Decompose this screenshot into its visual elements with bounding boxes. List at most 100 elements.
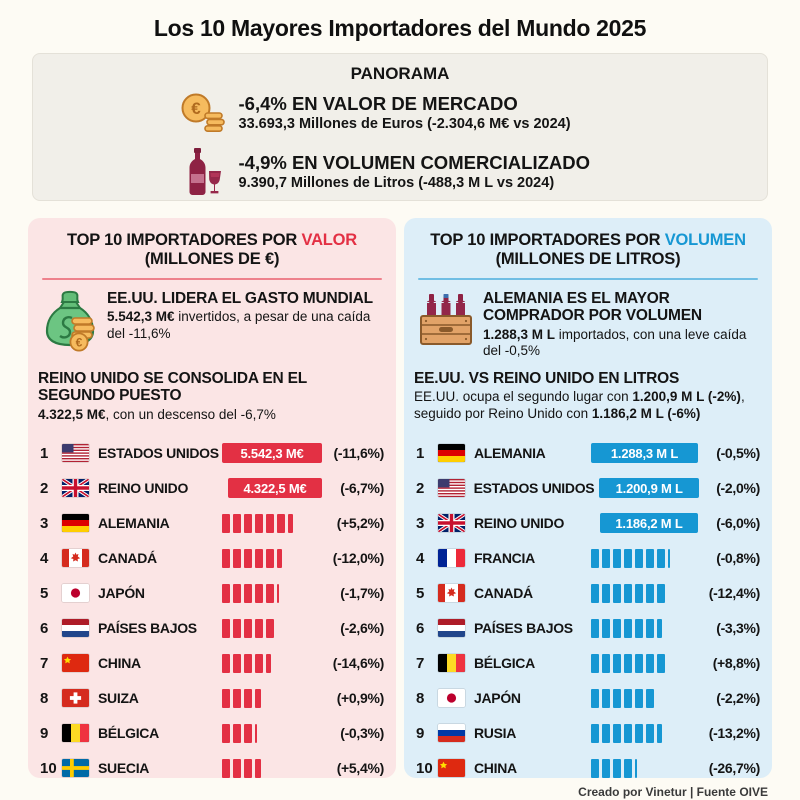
rank-label: 6 (40, 619, 49, 637)
change-label: (-0,5%) (716, 445, 760, 462)
bar-segment (635, 688, 643, 708)
flag-nl-icon (438, 619, 465, 638)
country-label: ALEMANIA (98, 515, 170, 532)
bar-segment (657, 548, 665, 568)
bar-segment (266, 583, 274, 603)
value-bar: 1.186,2 M L (600, 513, 698, 534)
bar-segment (602, 758, 610, 778)
flag-ch-icon (62, 689, 89, 708)
bar-segment (624, 758, 632, 778)
rank-label: 1 (416, 444, 425, 462)
rank-label: 3 (416, 514, 425, 532)
bar-segment (244, 758, 252, 778)
flag-ca-icon (438, 584, 465, 603)
segment-bar (591, 618, 662, 638)
bar-segment-partial (635, 758, 637, 778)
bar-segment (222, 513, 230, 533)
segment-bar (222, 583, 279, 603)
bar-segment (635, 583, 643, 603)
bar-segment-partial (277, 548, 282, 568)
bar-zone (222, 688, 322, 708)
country-label: ESTADOS UNIDOS (98, 445, 219, 462)
bar-segment (233, 688, 241, 708)
value-bar: 1.200,9 M L (599, 478, 700, 499)
rank-label: 2 (416, 479, 425, 497)
bar-segment (624, 618, 632, 638)
bar-segment (646, 653, 654, 673)
bar-segment (602, 688, 610, 708)
country-label: BÉLGICA (474, 655, 535, 672)
bar-segment (591, 688, 599, 708)
bar-segment (244, 653, 252, 673)
change-label: (-3,3%) (716, 620, 760, 637)
bar-zone (222, 583, 322, 603)
table-row: 10 CHINA (-26,7%) (414, 751, 762, 786)
bar-segment (602, 548, 610, 568)
bar-zone (591, 548, 698, 568)
volume-title-accent: VOLUMEN (664, 231, 746, 249)
bar-zone (591, 723, 698, 743)
bar-segment (657, 653, 665, 673)
rank-label: 1 (40, 444, 49, 462)
bar-segment-partial (277, 583, 279, 603)
panels-row: TOP 10 IMPORTADORES POR VALOR (MILLONES … (28, 218, 772, 778)
bar-segment (635, 653, 643, 673)
change-label: (-26,7%) (708, 760, 761, 777)
flag-be-icon (438, 654, 465, 673)
change-label: (+5,2%) (336, 515, 385, 532)
value-lead-1-text: EE.UU. LIDERA EL GASTO MUNDIAL 5.542,3 M… (107, 290, 382, 342)
rank-label: 9 (416, 724, 425, 742)
value-lead-1: € EE.UU. LIDERA EL GASTO MUNDIAL 5.542,3… (42, 290, 382, 366)
bar-segment (244, 618, 252, 638)
change-label: (-11,6%) (333, 445, 384, 462)
bar-segment-partial (288, 513, 293, 533)
bar-segment-partial (657, 723, 662, 743)
bar-zone (222, 758, 322, 778)
country-label: PAÍSES BAJOS (98, 620, 197, 637)
bar-segment (222, 723, 230, 743)
volume-lead-2-title: EE.UU. VS REINO UNIDO EN LITROS (414, 369, 680, 387)
change-label: (+5,4%) (336, 760, 385, 777)
value-bar: 4.322,5 M€ (228, 478, 322, 499)
money-bag-icon: € (42, 290, 98, 352)
panorama-volume-text: -4,9% EN VOLUMEN COMERCIALIZADO 9.390,7 … (239, 153, 591, 191)
bar-segment-partial (255, 758, 261, 778)
bar-segment (602, 618, 610, 638)
bar-segment (222, 618, 230, 638)
rank-label: 10 (416, 759, 433, 777)
country-label: SUECIA (98, 760, 150, 777)
change-label: (-1,7%) (340, 585, 384, 602)
bar-segment (635, 618, 643, 638)
bar-zone: 1.200,9 M L (594, 478, 700, 499)
wine-crate-icon (418, 290, 474, 348)
table-row: 9 BÉLGICA (-0,3%) (38, 716, 386, 751)
table-row: 1 ALEMANIA 1.288,3 M L (-0,5%) (414, 436, 762, 471)
country-label: CHINA (98, 655, 141, 672)
table-row: 2 REINO UNIDO 4.322,5 M€ (-6,7%) (38, 471, 386, 506)
flag-gb-icon (62, 479, 89, 498)
bar-segment (624, 653, 632, 673)
bar-segment (233, 548, 241, 568)
value-bar: 1.288,3 M L (591, 443, 698, 464)
value-title-prefix: TOP 10 IMPORTADORES POR (66, 231, 302, 249)
volume-divider (418, 277, 758, 280)
segment-bar (591, 758, 637, 778)
flag-be-icon (62, 724, 89, 743)
segment-bar (591, 653, 665, 673)
bar-segment (613, 758, 621, 778)
bar-segment (646, 618, 654, 638)
page-title: Los 10 Mayores Importadores del Mundo 20… (153, 15, 647, 41)
table-row: 5 JAPÓN (-1,7%) (38, 576, 386, 611)
flag-cn-icon (62, 654, 89, 673)
bar-segment (602, 583, 610, 603)
change-label: (-0,3%) (340, 725, 384, 742)
credits-text: Creado por Vinetur | Fuente OIVE (578, 785, 768, 799)
table-row: 1 ESTADOS UNIDOS 5.542,3 M€ (-11,6%) (38, 436, 386, 471)
bar-segment (591, 723, 599, 743)
bar-segment (233, 583, 241, 603)
table-row: 8 JAPÓN (-2,2%) (414, 681, 762, 716)
bar-segment (244, 513, 252, 533)
segment-bar (222, 758, 261, 778)
flag-jp-icon (62, 584, 89, 603)
flag-us-icon (437, 479, 465, 498)
